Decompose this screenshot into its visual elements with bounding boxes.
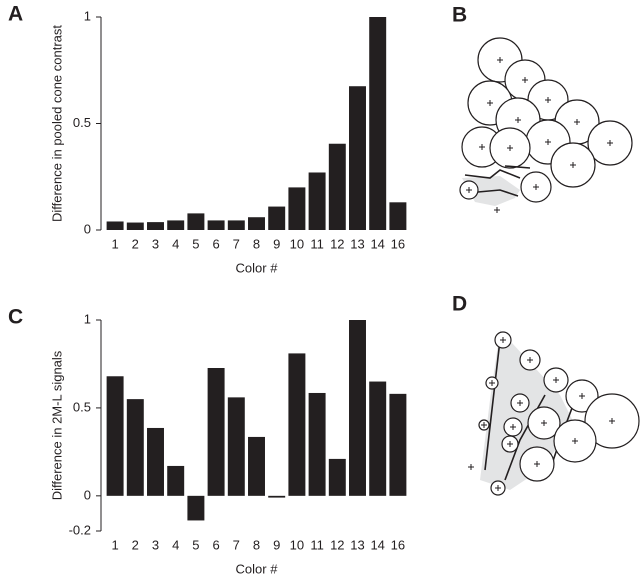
x-tick-label: 5 <box>192 537 199 552</box>
y-tick-label: 0.5 <box>73 115 91 130</box>
x-tick-label: 14 <box>370 537 384 552</box>
x-tick-label: 1 <box>111 537 118 552</box>
bar <box>389 202 407 230</box>
bar <box>328 143 346 230</box>
x-axis-label: Color # <box>236 561 279 576</box>
y-axis-label: Difference in pooled cone contrast <box>49 25 64 222</box>
x-tick-label: 10 <box>290 236 304 251</box>
bar <box>106 221 124 230</box>
panel-label: B <box>452 4 467 27</box>
x-tick-label: 7 <box>233 236 240 251</box>
bar <box>207 220 225 230</box>
bar <box>328 458 346 496</box>
bar <box>147 427 164 496</box>
y-tick-label: 0 <box>84 487 91 502</box>
bar <box>308 392 326 496</box>
y-tick-label: 1 <box>84 311 91 326</box>
bar <box>288 353 306 496</box>
x-tick-label: 12 <box>330 537 344 552</box>
x-tick-label: 8 <box>253 537 260 552</box>
x-tick-label: 4 <box>172 537 179 552</box>
bar <box>227 220 245 230</box>
bar <box>389 393 407 496</box>
x-tick-label: 11 <box>310 236 324 251</box>
x-tick-label: 2 <box>132 537 139 552</box>
x-tick-label: 14 <box>370 236 384 251</box>
x-tick-label: 10 <box>290 537 304 552</box>
bar <box>288 187 306 230</box>
x-tick-label: 16 <box>391 537 405 552</box>
bar <box>187 495 205 521</box>
bar <box>147 222 164 230</box>
bar <box>268 206 286 230</box>
x-tick-label: 3 <box>152 236 159 251</box>
x-tick-label: 8 <box>253 236 260 251</box>
bar <box>187 213 205 230</box>
y-tick-label: 0.5 <box>73 399 91 414</box>
bar <box>227 397 245 496</box>
x-tick-label: 7 <box>233 537 240 552</box>
bar <box>248 217 265 230</box>
x-tick-label: 5 <box>192 236 199 251</box>
x-tick-label: 9 <box>273 537 280 552</box>
x-tick-label: 2 <box>132 236 139 251</box>
x-tick-label: 3 <box>152 537 159 552</box>
x-axis-label: Color # <box>236 260 279 275</box>
y-tick-label: 1 <box>84 8 91 23</box>
diagram-d: D <box>452 293 640 496</box>
bar <box>207 368 225 496</box>
x-tick-label: 6 <box>212 537 219 552</box>
bar <box>268 495 286 498</box>
panel-label: A <box>8 3 23 26</box>
x-tick-label: 13 <box>350 236 364 251</box>
diagram-b: B <box>452 4 633 213</box>
panel-label: D <box>452 293 467 316</box>
bar <box>308 172 326 230</box>
bar <box>167 220 185 230</box>
bar <box>369 381 387 496</box>
x-tick-label: 13 <box>350 537 364 552</box>
x-tick-label: 11 <box>310 537 324 552</box>
bar <box>349 320 366 496</box>
x-tick-label: 9 <box>273 236 280 251</box>
x-tick-label: 6 <box>212 236 219 251</box>
y-tick-label: -0.2 <box>69 522 91 537</box>
bar <box>369 17 387 230</box>
bar <box>106 376 124 496</box>
bar <box>167 465 185 496</box>
bar <box>349 86 366 230</box>
x-tick-label: 12 <box>330 236 344 251</box>
x-tick-label: 16 <box>391 236 405 251</box>
bar <box>126 222 144 230</box>
bar <box>126 399 144 496</box>
y-axis-label: Difference in 2M-L signals <box>49 350 64 500</box>
panel-label: C <box>8 306 23 329</box>
y-tick-label: 0 <box>84 221 91 236</box>
bar <box>248 436 265 496</box>
x-tick-label: 4 <box>172 236 179 251</box>
x-tick-label: 1 <box>111 236 118 251</box>
